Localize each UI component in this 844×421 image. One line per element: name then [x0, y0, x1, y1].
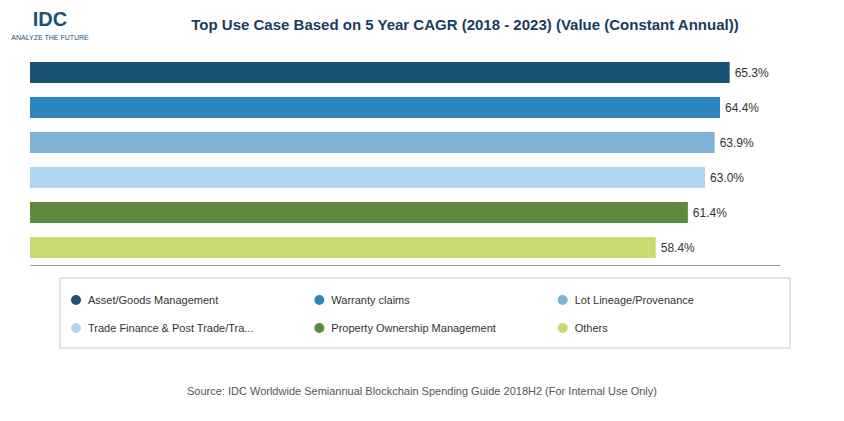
title: Top Use Case Based on 5 Year CAGR (2018 …: [191, 16, 738, 33]
data-label: 63.0%: [710, 171, 744, 185]
data-label: 65.3%: [735, 66, 769, 80]
legend-item: Lot Lineage/Provenance: [558, 294, 694, 306]
legend-marker: [71, 295, 81, 305]
data-labels: 65.3% 64.4% 63.9% 63.0% 61.4% 58.4%: [661, 66, 769, 255]
data-label: 64.4%: [725, 101, 759, 115]
bars: [30, 62, 730, 258]
legend-marker: [314, 295, 324, 305]
bar: [30, 202, 688, 223]
data-label: 61.4%: [693, 206, 727, 220]
legend-item: Others: [558, 322, 609, 334]
source: Source: IDC Worldwide Semiannual Blockch…: [187, 385, 657, 397]
bar: [30, 167, 705, 188]
legend-label: Trade Finance & Post Trade/Tra...: [88, 322, 253, 334]
x-axis: [31, 265, 781, 266]
logo-text: IDC: [33, 8, 67, 30]
legend-marker: [71, 323, 81, 333]
legend-frame: [60, 278, 790, 348]
bar: [30, 237, 656, 258]
bar: [30, 132, 715, 153]
legend-item: Trade Finance & Post Trade/Tra...: [71, 322, 253, 334]
legend-label: Lot Lineage/Provenance: [575, 294, 694, 306]
legend-label: Warranty claims: [331, 294, 410, 306]
chart: IDC ANALYZE THE FUTURE Top Use Case Based …: [0, 0, 844, 421]
data-label: 63.9%: [720, 136, 754, 150]
legend-item: Property Ownership Management: [314, 322, 495, 334]
legend-item: Asset/Goods Management: [71, 294, 218, 306]
legend-label: Asset/Goods Management: [88, 294, 218, 306]
legend-label: Property Ownership Management: [331, 322, 495, 334]
x-axis-line: [31, 265, 781, 266]
plot: 65.3% 64.4% 63.9% 63.0% 61.4% 58.4%: [30, 62, 781, 266]
data-label: 58.4%: [661, 241, 695, 255]
logo-tagline: ANALYZE THE FUTURE: [11, 34, 89, 41]
legend-marker: [314, 323, 324, 333]
bar: [30, 97, 720, 118]
legend-item: Warranty claims: [314, 294, 410, 306]
legend-marker: [558, 323, 568, 333]
bar: [30, 62, 730, 83]
legend-marker: [558, 295, 568, 305]
legend: Asset/Goods Management Warranty claims Lot…: [60, 278, 790, 348]
legend-label: Others: [575, 322, 609, 334]
